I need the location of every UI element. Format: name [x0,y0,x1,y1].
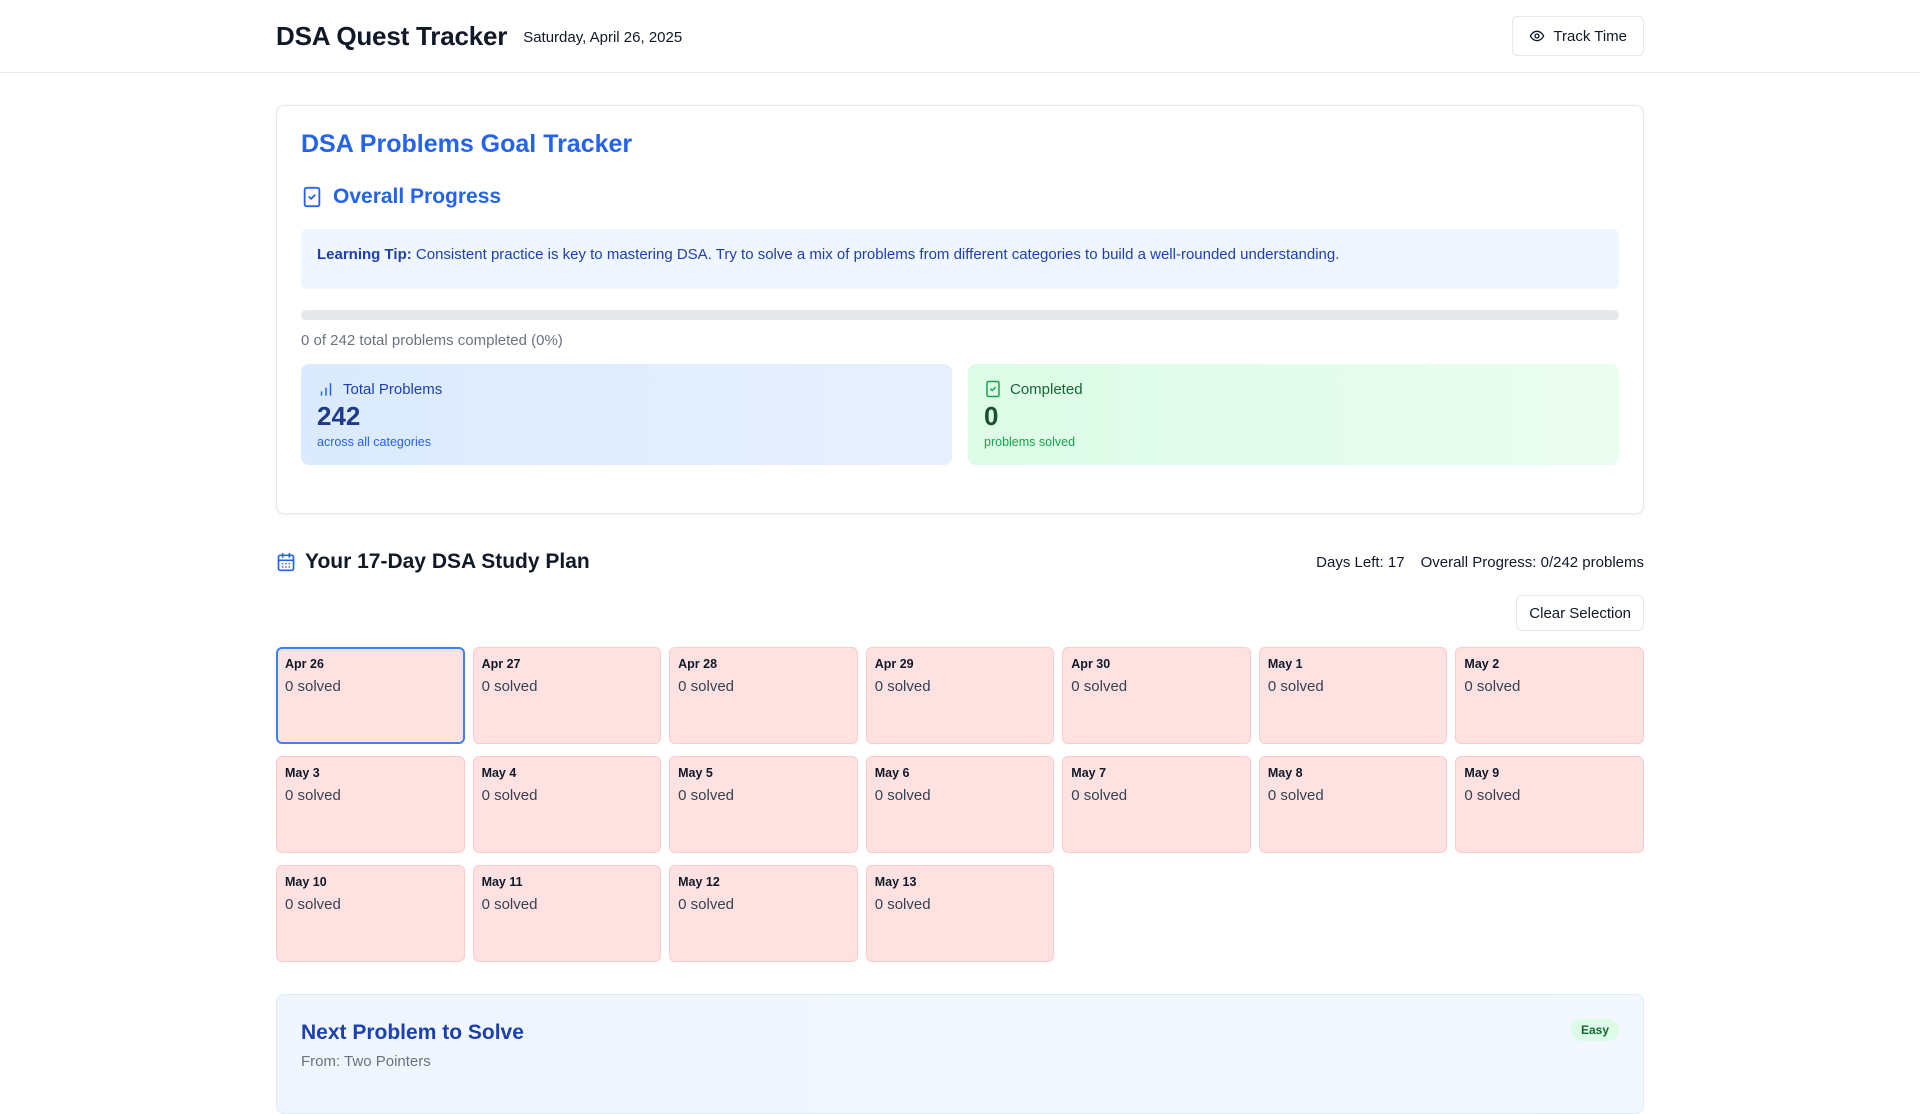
day-card[interactable]: May 6 0 solved [865,756,1055,853]
completed-value: 0 [984,401,999,431]
day-card[interactable]: May 7 0 solved [1062,756,1251,853]
day-label: Apr 28 [678,657,718,671]
day-solved-count: 0 solved [1267,787,1324,804]
day-card[interactable]: May 13 0 solved [865,865,1055,962]
day-card[interactable]: Apr 26 0 solved [276,647,465,744]
overall-progress-heading: Overall Progress [301,185,1619,209]
day-card[interactable]: Apr 30 0 solved [1062,647,1251,744]
completed-card: Completed 0 problems solved [968,364,1619,465]
next-problem-category: From: Two Pointers [301,1053,431,1070]
day-solved-count: 0 solved [481,678,538,695]
day-card[interactable]: May 5 0 solved [669,756,858,853]
learning-tip-label: Learning Tip: [317,246,412,263]
day-solved-count: 0 solved [678,896,735,913]
total-problems-sub: across all categories [317,435,431,449]
day-card[interactable]: Apr 28 0 solved [669,647,858,744]
day-label: Apr 27 [481,657,521,671]
bar-chart-icon [320,383,332,396]
day-solved-count: 0 solved [678,678,735,695]
overall-progress-text: 0 of 242 total problems completed (0%) [301,332,563,349]
day-solved-count: 0 solved [678,787,735,804]
completed-label: Completed [1010,380,1083,398]
day-label: May 11 [481,875,523,889]
day-solved-count: 0 solved [1071,787,1128,804]
days-left: Days Left: 17 [1316,553,1405,571]
goal-tracker-title: DSA Problems Goal Tracker [301,130,633,158]
learning-tip-text: Consistent practice is key to mastering … [415,246,1340,263]
day-card[interactable]: May 12 0 solved [669,865,858,962]
day-grid: Apr 26 0 solved Apr 27 0 solved Apr 28 0 solv… [276,647,1644,962]
day-label: May 6 [874,766,910,780]
day-label: May 10 [285,875,327,889]
day-label: May 2 [1464,657,1500,671]
overall-progress-title: Overall Progress [333,185,502,208]
main-content: DSA Problems Goal Tracker Overall Progre… [276,105,1644,1114]
completed-sub: problems solved [984,435,1076,449]
day-card[interactable]: May 2 0 solved [1455,647,1644,744]
overall-progress-bar [301,310,1619,320]
day-card[interactable]: May 8 0 solved [1258,756,1448,853]
day-solved-count: 0 solved [1464,787,1521,804]
track-time-button[interactable]: Track Time [1512,16,1644,56]
day-solved-count: 0 solved [874,787,931,804]
day-label: May 8 [1267,766,1303,780]
day-label: May 13 [874,875,917,889]
clear-selection-button[interactable]: Clear Selection [1516,595,1644,631]
book-check-icon [986,380,1000,398]
day-card[interactable]: May 11 0 solved [472,865,662,962]
total-problems-value: 242 [317,401,361,431]
study-plan-header: Your 17-Day DSA Study Plan Days Left: 17… [276,549,1644,575]
app-title: DSA Quest Tracker [276,20,508,51]
current-date: Saturday, April 26, 2025 [523,28,683,46]
total-problems-card: Total Problems 242 across all categories [301,364,952,465]
track-time-label: Track Time [1553,27,1627,45]
day-solved-count: 0 solved [1464,678,1521,695]
day-label: Apr 30 [1071,657,1111,671]
day-label: Apr 29 [874,657,914,671]
overall-progress-summary: Overall Progress: 0/242 problems [1420,553,1644,571]
study-plan-title: Your 17-Day DSA Study Plan [305,550,590,573]
day-card[interactable]: May 9 0 solved [1455,756,1644,853]
day-card[interactable]: May 1 0 solved [1258,647,1448,744]
app-header: DSA Quest Tracker Saturday, April 26, 20… [0,0,1920,73]
day-solved-count: 0 solved [874,896,931,913]
stats-row: Total Problems 242 across all categories… [301,364,1619,465]
next-problem-title: Next Problem to Solve [301,1021,524,1044]
difficulty-badge: Easy [1570,1019,1619,1041]
day-label: May 1 [1267,657,1303,671]
day-solved-count: 0 solved [481,787,538,804]
day-label: May 9 [1464,766,1500,780]
day-label: Apr 26 [285,657,324,671]
day-card[interactable]: Apr 27 0 solved [472,647,662,744]
goal-tracker-card: DSA Problems Goal Tracker Overall Progre… [276,105,1644,514]
day-solved-count: 0 solved [874,678,931,695]
calendar-icon [277,552,295,572]
day-label: May 12 [678,875,720,889]
study-plan-meta: Days Left: 17 Overall Progress: 0/242 pr… [1316,554,1644,571]
day-card[interactable]: Apr 29 0 solved [865,647,1055,744]
day-label: May 5 [678,766,713,780]
day-solved-count: 0 solved [1267,678,1324,695]
eye-icon [1530,30,1545,42]
learning-tip: Learning Tip: Consistent practice is key… [301,229,1619,289]
total-problems-label: Total Problems [343,380,443,398]
next-problem-card: Next Problem to Solve From: Two Pointers… [276,994,1644,1114]
day-solved-count: 0 solved [285,678,341,695]
book-check-icon [303,186,321,208]
day-card[interactable]: May 10 0 solved [276,865,465,962]
clear-row: Clear Selection [276,595,1644,631]
day-label: May 3 [285,766,320,780]
day-solved-count: 0 solved [481,896,538,913]
day-label: May 7 [1071,766,1107,780]
day-solved-count: 0 solved [285,896,341,913]
day-solved-count: 0 solved [285,787,341,804]
day-solved-count: 0 solved [1071,678,1128,695]
day-card[interactable]: May 4 0 solved [472,756,662,853]
day-label: May 4 [481,766,517,780]
day-card[interactable]: May 3 0 solved [276,756,465,853]
